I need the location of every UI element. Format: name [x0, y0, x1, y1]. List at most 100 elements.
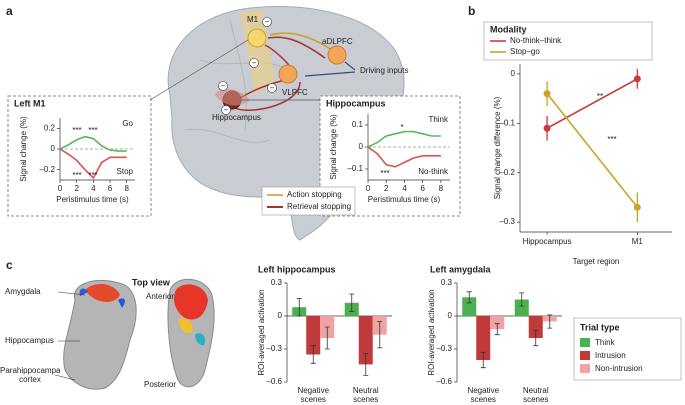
activation [195, 333, 206, 346]
error-bar [324, 326, 330, 350]
error-bar [547, 314, 553, 329]
y-tick-label: –0.6 [266, 377, 282, 386]
y-tick-label: 0 [51, 144, 56, 153]
point [543, 90, 551, 98]
bar [306, 316, 321, 355]
x-tick-label-text: Negative scenes [297, 386, 330, 404]
error-bar [480, 351, 486, 369]
x-tick-label: 4 [402, 184, 407, 193]
y-tick-label: –0.1 [499, 118, 515, 127]
chart-title: Left amygdala [430, 264, 492, 274]
inhibition-icon [267, 83, 277, 93]
error-bar [466, 291, 472, 304]
legend-title: Modality [490, 24, 527, 34]
y-tick-label: –0.2 [499, 168, 515, 177]
series-label: Think [428, 115, 449, 124]
inhibition-sign: − [270, 84, 275, 93]
y-tick-label: 0.3 [441, 278, 453, 287]
annotation: * [400, 123, 403, 132]
legend-label: Think [595, 338, 616, 347]
legend-swatch [580, 364, 590, 373]
x-tick-label: 0 [366, 184, 371, 193]
pathway [304, 61, 356, 77]
legend-label: Stop–go [510, 47, 540, 56]
x-tick-label: Neutral scenes [522, 386, 549, 404]
series-line [546, 93, 638, 208]
pathway [234, 36, 326, 111]
y-tick-label: –0.3 [266, 344, 282, 353]
y-tick-label: –0.3 [499, 217, 515, 226]
y-axis-label: Signal change difference (%) [493, 96, 502, 199]
m1-strip [240, 10, 275, 95]
panel-label: c [6, 258, 13, 272]
annotation: *** [72, 171, 81, 180]
legend-label: Non-intrusion [595, 364, 643, 373]
x-axis-label: Peristimulus time (s) [56, 195, 129, 204]
bar [476, 316, 491, 360]
series-label: No-think [418, 167, 449, 176]
y-tick-label: 0 [359, 142, 364, 151]
series-line [367, 146, 441, 168]
inhibition-sign: − [224, 106, 229, 115]
point [633, 203, 641, 211]
brain-label: M1 [247, 15, 259, 24]
direction-label: Anterior [146, 292, 174, 301]
legend-label: Retrieval stopping [287, 202, 351, 211]
annotation: ** [597, 92, 603, 101]
annotation: *** [88, 126, 97, 135]
inhibition-icon [249, 58, 259, 68]
error-bar [310, 345, 316, 364]
y-axis-label: Signal change (%) [19, 116, 28, 182]
bar [528, 316, 543, 338]
pointer [57, 291, 86, 296]
brain-label: VLPFC [282, 88, 308, 97]
hippocampus-region [215, 88, 250, 106]
error-bar [494, 323, 500, 336]
inhibition-icon [218, 81, 228, 91]
connector [149, 39, 249, 101]
annotation: *** [72, 126, 81, 135]
x-tick-label: 6 [420, 184, 425, 193]
point [543, 124, 551, 132]
adlpfc-node [327, 45, 347, 65]
x-tick-label: 6 [108, 184, 113, 193]
x-tick-label-text: Neutral scenes [522, 386, 549, 404]
m1-node [247, 28, 267, 48]
brain-label: aDLPFC [322, 37, 353, 46]
series-line [546, 78, 638, 129]
activation [178, 318, 193, 334]
y-tick-label: 0.1 [352, 120, 364, 129]
annotation: *** [607, 135, 616, 144]
x-tick-label: Neutral scenes [353, 386, 379, 404]
y-tick-label: –0.1 [347, 164, 363, 173]
inhibition-sign: − [252, 59, 257, 68]
series-label: Go [122, 119, 133, 128]
bar [514, 299, 529, 316]
brain-label: Hippocampus [212, 113, 261, 122]
series-label: Stop [117, 167, 134, 176]
activation [79, 288, 125, 308]
inhibition-icon [221, 105, 231, 115]
hippocampus-3d [63, 279, 137, 390]
series-line [59, 135, 127, 152]
x-tick-label: Negative scenes [297, 386, 330, 404]
x-tick-label-text: Negative scenes [467, 386, 500, 404]
x-axis-label: Target region [573, 257, 620, 266]
activation [85, 283, 120, 302]
brain-label: Driving inputs [360, 66, 408, 75]
inhibition-icon [262, 17, 272, 27]
pointer [54, 374, 76, 381]
error-bar [533, 329, 539, 347]
error-bar [377, 321, 383, 349]
pathway [269, 32, 336, 53]
legend-title: Trial type [580, 322, 620, 332]
chart-title: Left hippocampus [258, 264, 336, 274]
x-tick-label: 8 [124, 184, 129, 193]
y-tick-label: 0 [448, 311, 453, 320]
x-tick-label: 4 [91, 184, 96, 193]
panel-label: b [468, 4, 475, 18]
bar [462, 297, 477, 316]
error-bar [519, 292, 525, 307]
